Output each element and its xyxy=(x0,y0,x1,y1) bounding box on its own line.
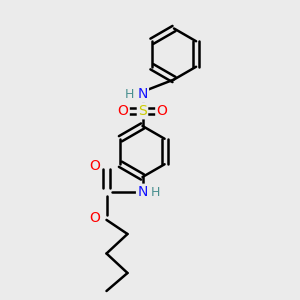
Text: H: H xyxy=(125,88,135,101)
Text: O: O xyxy=(157,104,167,118)
Text: N: N xyxy=(137,185,148,199)
Text: H: H xyxy=(150,185,160,199)
Text: O: O xyxy=(90,211,101,224)
Text: N: N xyxy=(137,88,148,101)
Text: O: O xyxy=(118,104,128,118)
Text: S: S xyxy=(138,104,147,118)
Text: O: O xyxy=(90,160,101,173)
